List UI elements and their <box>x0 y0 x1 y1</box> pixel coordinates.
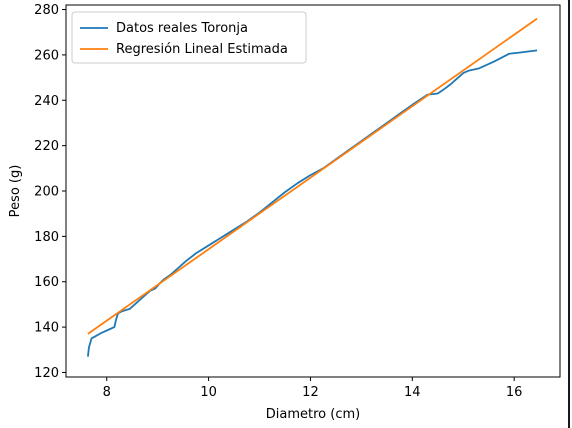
y-tick-label: 160 <box>34 275 59 290</box>
series-line-1 <box>87 17 538 335</box>
y-tick-label: 180 <box>34 230 59 245</box>
legend-label-regresion: Regresión Lineal Estimada <box>116 42 288 57</box>
x-tick-label: 8 <box>103 385 111 400</box>
x-tick-label: 12 <box>302 385 319 400</box>
y-tick-label: 220 <box>34 139 59 154</box>
x-tick-label: 14 <box>404 385 421 400</box>
x-axis-ticks: 8 10 12 14 16 <box>103 377 523 400</box>
y-tick-label: 200 <box>34 185 59 200</box>
y-tick-label: 280 <box>34 3 59 18</box>
legend-label-datos-reales: Datos reales Toronja <box>116 21 248 36</box>
plot-area <box>65 4 561 378</box>
legend-box <box>71 11 307 64</box>
y-tick-label: 140 <box>34 321 59 336</box>
x-axis-title: Diametro (cm) <box>266 407 360 422</box>
legend: Datos reales Toronja Regresión Lineal Es… <box>71 11 307 64</box>
series-layer <box>87 17 538 357</box>
y-tick-label: 260 <box>34 48 59 63</box>
y-axis-ticks: 120 140 160 180 200 220 240 260 280 <box>34 3 66 381</box>
y-axis-title: Peso (g) <box>8 165 23 218</box>
y-tick-label: 120 <box>34 366 59 381</box>
x-tick-label: 10 <box>200 385 217 400</box>
x-tick-label: 16 <box>506 385 523 400</box>
window-edge-divider <box>568 0 570 428</box>
y-tick-label: 240 <box>34 94 59 109</box>
plot-frame <box>65 4 561 378</box>
